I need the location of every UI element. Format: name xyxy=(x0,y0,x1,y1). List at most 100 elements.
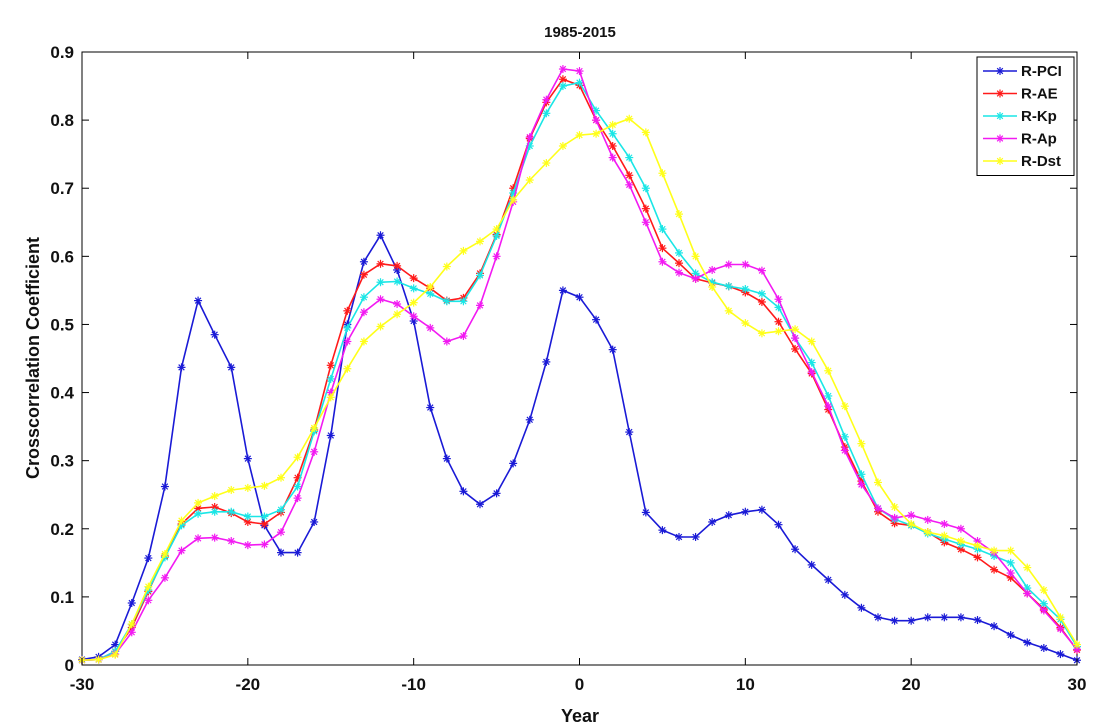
data-point xyxy=(542,109,551,118)
y-tick-label: 0.7 xyxy=(50,179,74,198)
data-point xyxy=(376,322,385,331)
data-point xyxy=(791,325,800,334)
data-point xyxy=(724,260,733,269)
data-point xyxy=(177,546,186,555)
data-point xyxy=(840,402,849,411)
data-point xyxy=(359,270,368,279)
data-point xyxy=(625,428,634,437)
data-point xyxy=(409,274,418,283)
data-point xyxy=(791,545,800,554)
data-point xyxy=(691,252,700,261)
data-point xyxy=(592,315,601,324)
data-point xyxy=(741,507,750,516)
data-point xyxy=(973,541,982,550)
data-point xyxy=(111,650,120,659)
data-point xyxy=(940,520,949,529)
data-point xyxy=(558,65,567,74)
legend-label: R-Kp xyxy=(1021,108,1057,125)
data-point xyxy=(625,153,634,162)
data-point xyxy=(376,278,385,287)
data-point xyxy=(277,548,285,557)
data-point xyxy=(757,329,766,338)
data-point xyxy=(1006,546,1015,555)
data-point xyxy=(774,520,783,529)
data-point xyxy=(277,505,285,514)
data-point xyxy=(990,565,999,574)
data-point xyxy=(476,500,484,509)
data-point xyxy=(227,507,236,516)
data-point xyxy=(996,134,1004,143)
data-point xyxy=(326,393,335,402)
data-point xyxy=(409,312,418,321)
series-r-pci xyxy=(78,231,1081,665)
data-point xyxy=(658,169,667,178)
data-point xyxy=(641,128,650,137)
data-point xyxy=(757,297,766,306)
data-point xyxy=(691,532,700,541)
data-point xyxy=(558,141,567,150)
data-point xyxy=(724,511,733,520)
data-point xyxy=(1006,558,1015,567)
data-point xyxy=(857,480,866,489)
data-point xyxy=(293,548,302,557)
data-point xyxy=(277,473,285,482)
data-point xyxy=(558,286,567,295)
legend-item: R-PCI xyxy=(983,63,1062,80)
data-point xyxy=(824,402,833,411)
data-point xyxy=(791,344,800,353)
data-point xyxy=(160,573,169,582)
data-point xyxy=(509,195,518,204)
data-point xyxy=(874,504,882,513)
data-point xyxy=(376,295,385,304)
data-point xyxy=(393,300,402,309)
data-point xyxy=(575,78,584,87)
legend: R-PCI R-AE R-Kp R-Ap R-Dst xyxy=(976,56,1075,176)
data-point xyxy=(641,218,650,227)
data-point xyxy=(558,75,567,84)
x-axis-title: Year xyxy=(561,706,599,726)
data-point xyxy=(923,515,932,524)
data-point xyxy=(1056,613,1065,622)
legend-label: R-Dst xyxy=(1021,153,1061,170)
legend-item: R-Kp xyxy=(983,108,1057,125)
data-point xyxy=(194,534,203,543)
data-point xyxy=(160,549,169,558)
data-point xyxy=(757,289,766,298)
data-point xyxy=(459,487,468,496)
data-point xyxy=(492,231,501,240)
data-point xyxy=(459,332,468,341)
data-point xyxy=(1073,640,1081,649)
data-point xyxy=(675,248,683,257)
data-point xyxy=(724,282,733,291)
data-point xyxy=(409,298,418,307)
data-point xyxy=(708,517,717,526)
y-tick-label: 0.6 xyxy=(50,247,74,266)
data-point xyxy=(293,482,302,491)
data-point xyxy=(442,262,451,271)
x-tick-label: -10 xyxy=(401,675,426,694)
y-tick-label: 0.8 xyxy=(50,111,74,130)
data-point xyxy=(973,616,982,625)
data-point xyxy=(210,492,219,501)
data-point xyxy=(492,252,501,261)
data-point xyxy=(127,599,136,608)
data-point xyxy=(996,112,1004,120)
y-tick-label: 0.9 xyxy=(50,43,74,62)
data-point xyxy=(675,259,683,268)
data-point xyxy=(525,133,534,142)
data-point xyxy=(359,308,368,317)
data-point xyxy=(525,415,534,424)
data-point xyxy=(310,517,319,526)
legend-label: R-PCI xyxy=(1021,63,1062,80)
data-point xyxy=(343,364,352,373)
data-point xyxy=(791,334,800,343)
data-point xyxy=(426,323,435,332)
data-point xyxy=(923,528,932,537)
data-point xyxy=(691,274,700,283)
data-point xyxy=(996,157,1004,165)
legend-label: R-Ap xyxy=(1021,131,1057,148)
data-point xyxy=(442,337,451,346)
data-point xyxy=(592,129,601,138)
data-point xyxy=(724,306,733,315)
